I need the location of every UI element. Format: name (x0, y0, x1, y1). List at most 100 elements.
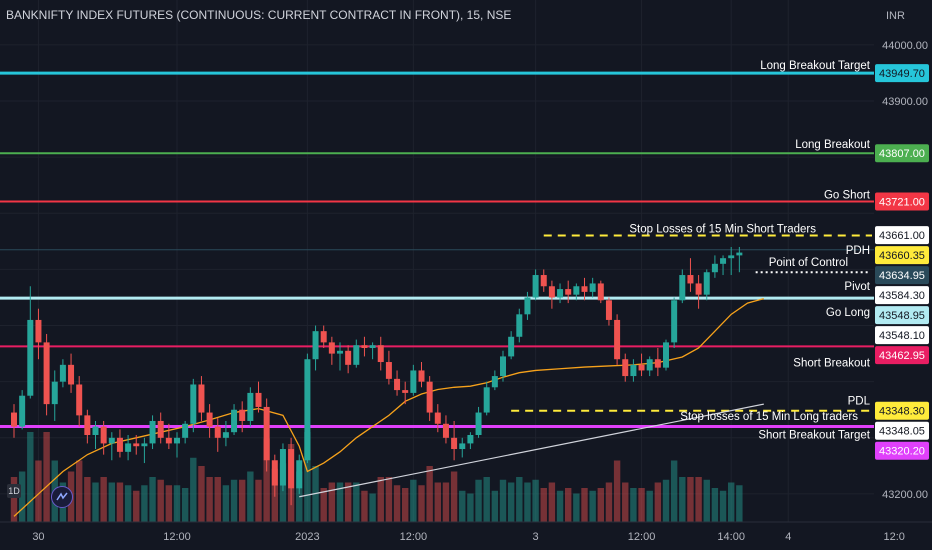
volume-bar-42 (353, 482, 360, 522)
candle-body-26 (222, 432, 229, 438)
volume-bar-71 (589, 490, 596, 522)
volume-bar-12 (108, 482, 115, 522)
candle-body-50 (418, 370, 425, 382)
candle-body-8 (76, 384, 83, 416)
level-label-13: Short Breakout Target (758, 429, 870, 441)
candle-body-2 (27, 319, 34, 396)
volume-bar-58 (483, 477, 490, 522)
candle-body-37 (312, 331, 319, 360)
price-badge-bg-11 (875, 421, 929, 440)
candle-body-59 (491, 376, 498, 388)
volume-bar-16 (141, 485, 148, 522)
volume-bar-61 (507, 482, 515, 522)
candle-body-27 (231, 409, 238, 433)
grid (0, 0, 895, 522)
volume-bar-49 (410, 479, 417, 522)
x-tick-label-5: 12:00 (628, 531, 656, 543)
candles (11, 246, 743, 506)
trendline-0 (299, 403, 764, 498)
candle-body-49 (410, 370, 417, 393)
price-badges: 43949.70 43807.00 43721.00 43661.00 43660.35… (875, 64, 929, 460)
volume-bar-83 (687, 477, 694, 522)
candle-body-24 (206, 412, 213, 427)
candle-body-54 (451, 437, 458, 450)
candle-body-80 (663, 342, 669, 368)
volume-bar-19 (165, 485, 173, 522)
tradingview-logo-icon[interactable] (51, 486, 73, 508)
candle-body-30 (255, 392, 262, 407)
chart-title: BANKNIFTY INDEX FUTURES (CONTINUOUS: CUR… (6, 8, 512, 22)
volume-bar-51 (426, 466, 433, 522)
trendlines[interactable] (299, 403, 764, 498)
volume-bar-15 (133, 490, 140, 522)
candle-body-85 (703, 272, 710, 295)
candle-body-3 (35, 319, 42, 343)
volume-bar-63 (524, 482, 531, 522)
volume-bar-72 (597, 488, 604, 522)
volume-bar-23 (198, 466, 205, 522)
candle-body-41 (345, 350, 352, 365)
price-badge-7: 43548.95 (879, 310, 925, 322)
candle-body-53 (442, 423, 449, 438)
volume-bar-20 (173, 485, 181, 522)
volume-bar-26 (222, 485, 230, 522)
volume-bar-40 (336, 482, 344, 522)
volume-bar-43 (361, 490, 368, 522)
candle-body-28 (239, 409, 246, 421)
candle-body-83 (687, 275, 694, 284)
candle-body-82 (679, 275, 686, 301)
price-badge-bg-4 (875, 246, 929, 265)
candle-body-56 (467, 435, 474, 444)
candle-body-75 (622, 359, 629, 377)
price-badge-1: 43807.00 (879, 148, 925, 160)
price-badge-bg-9 (875, 346, 929, 365)
level-label-12: Stop losses of 15 Min Long traders (680, 411, 858, 423)
volume-bar-13 (116, 482, 124, 522)
volume-bar-62 (516, 477, 523, 522)
volume-bar-55 (459, 490, 466, 522)
volume-bar-76 (630, 488, 637, 522)
candle-body-14 (125, 443, 132, 452)
volume-bar-29 (247, 471, 254, 522)
candle-body-5 (51, 381, 58, 405)
volume-bar-48 (402, 488, 409, 522)
candle-body-6 (59, 364, 66, 382)
y-tick-label-2: 43200.00 (882, 489, 928, 501)
candle-body-34 (288, 449, 295, 489)
candle-body-73 (605, 300, 612, 320)
level-label-11: PDL (848, 396, 871, 408)
volume-bar-80 (662, 479, 670, 522)
candle-body-87 (720, 258, 727, 264)
candle-body-79 (654, 359, 661, 368)
level-label-8: Go Long (826, 307, 870, 319)
volume-bar-89 (736, 485, 743, 522)
candle-body-72 (597, 283, 604, 301)
volume-bar-41 (344, 482, 352, 522)
y-tick-label-1: 43900.00 (882, 96, 928, 108)
volume-bar-4 (43, 432, 50, 522)
candle-body-33 (279, 449, 286, 486)
volume-indicator-badge[interactable]: 1D (7, 484, 21, 498)
volume-bar-66 (548, 482, 556, 522)
volume-bar-44 (369, 493, 376, 522)
volume-bar-82 (679, 477, 686, 522)
candle-body-9 (84, 415, 91, 435)
level-labels: Long Breakout Target Long Breakout Go Shor… (629, 60, 870, 441)
volume-bar-70 (581, 488, 588, 522)
candle-body-61 (508, 336, 515, 357)
time-axis[interactable] (0, 522, 932, 550)
level-label-10: Short Breakout (793, 357, 871, 369)
currency-label[interactable]: INR (886, 10, 905, 22)
x-tick-label-8: 12:0 (883, 531, 904, 543)
volume-bar-68 (565, 488, 572, 522)
price-badge-bg-12 (875, 441, 929, 460)
candle-body-51 (426, 381, 433, 413)
candle-body-58 (483, 387, 490, 413)
volume-bar-45 (377, 477, 384, 522)
candle-body-68 (565, 289, 572, 295)
candle-body-62 (516, 314, 523, 337)
volume-bar-60 (499, 479, 507, 522)
candle-body-36 (304, 359, 311, 461)
candle-body-77 (638, 364, 645, 371)
